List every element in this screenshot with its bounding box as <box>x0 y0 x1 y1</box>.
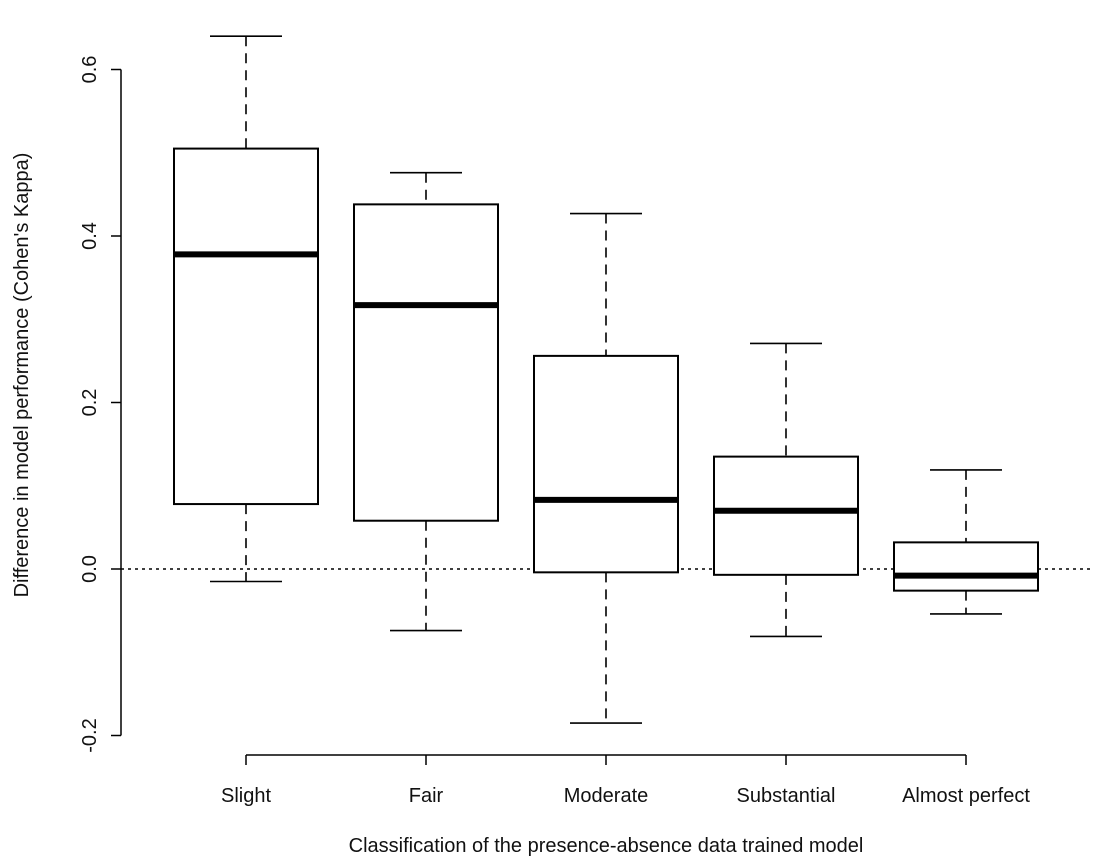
box-iqr <box>893 541 1039 592</box>
box-iqr <box>533 354 679 574</box>
x-tick-label: Substantial <box>737 785 836 807</box>
x-tick-label: Slight <box>221 785 271 807</box>
plot-area: -0.2 0.0 0.2 0.4 0.6 Slight Fair Moderate Substa… <box>79 35 1094 807</box>
y-tick-label: 0.2 <box>79 389 101 417</box>
y-axis-title: Difference in model performance (Cohen's… <box>11 153 33 598</box>
y-tick-label: -0.2 <box>79 718 101 752</box>
x-axis-title: Classification of the presence-absence d… <box>349 835 864 857</box>
y-tick-label: 0.6 <box>79 56 101 84</box>
box-iqr <box>173 147 319 506</box>
x-tick-label: Almost perfect <box>902 785 1030 807</box>
box-iqr <box>353 203 499 522</box>
y-tick-label: 0.4 <box>79 222 101 250</box>
x-tick-label: Moderate <box>564 785 649 807</box>
box-iqr <box>713 455 859 576</box>
y-tick-label: 0.0 <box>79 555 101 583</box>
x-tick-label: Fair <box>409 785 444 807</box>
